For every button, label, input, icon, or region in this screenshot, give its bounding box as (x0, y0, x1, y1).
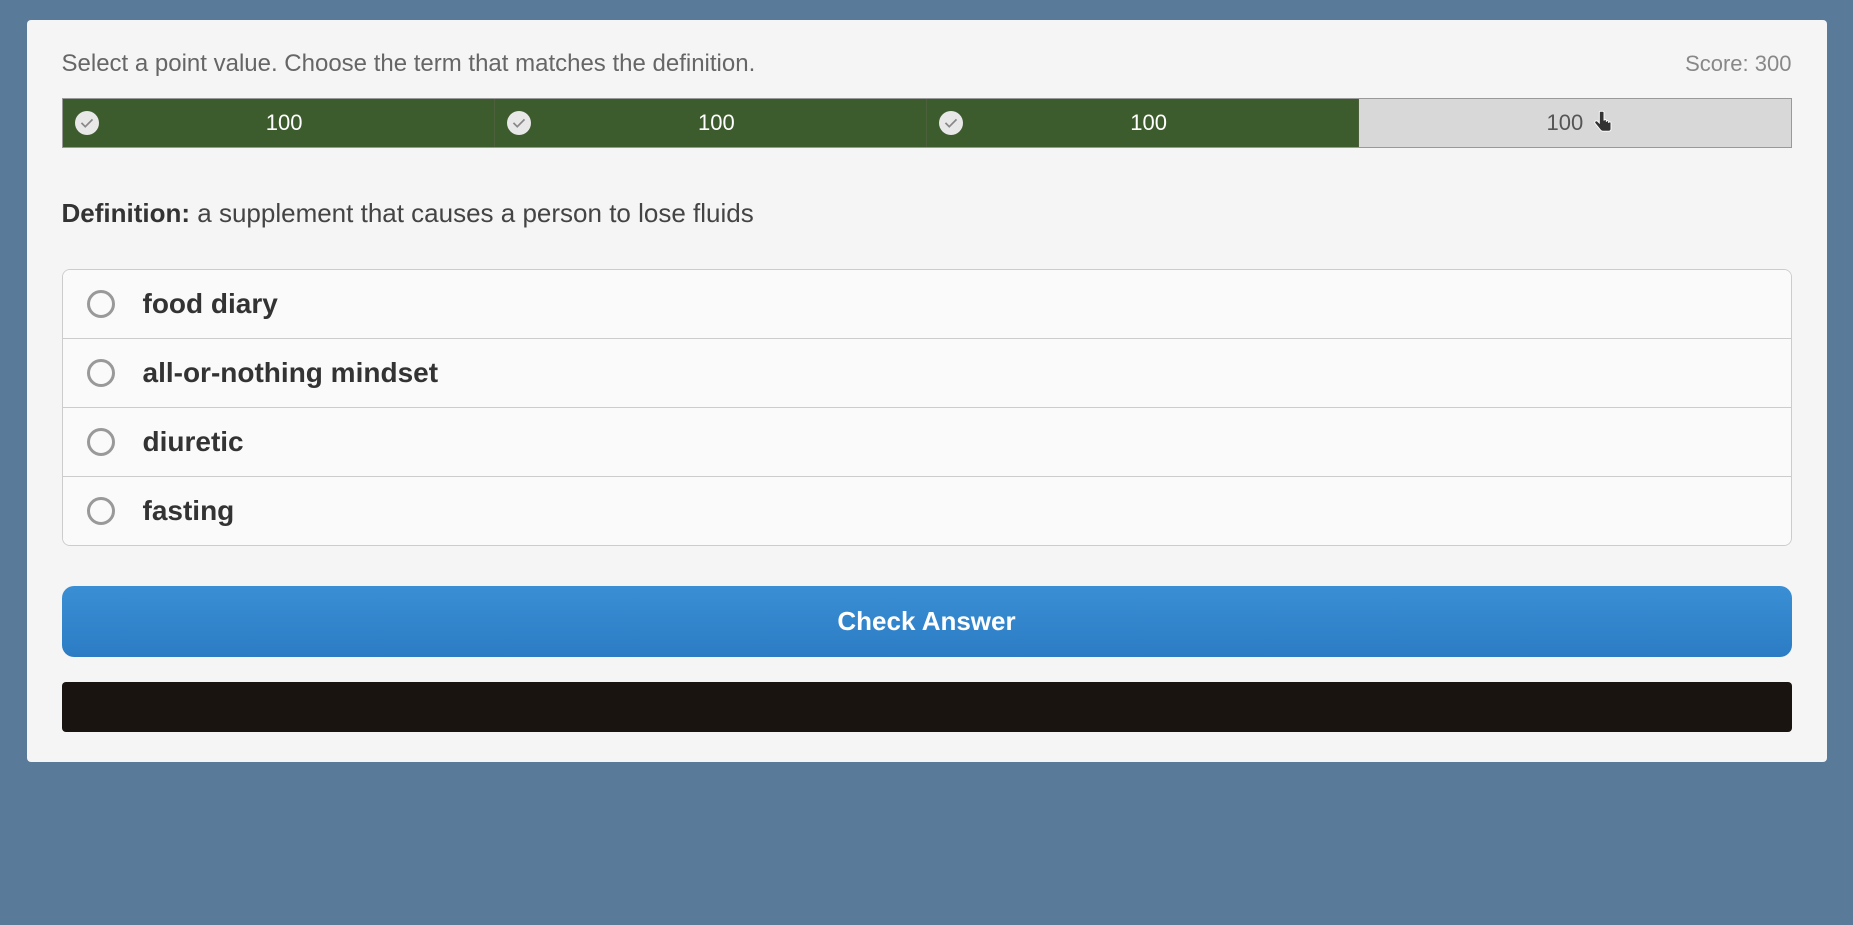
point-cell-1[interactable]: 100 (63, 99, 495, 147)
answer-label: all-or-nothing mindset (143, 357, 439, 389)
point-value-label: 100 (107, 110, 494, 136)
score-label: Score: (1685, 51, 1749, 76)
answer-label: food diary (143, 288, 278, 320)
definition-text: a supplement that causes a person to los… (197, 198, 753, 228)
answer-option-food-diary[interactable]: food diary (63, 270, 1791, 339)
point-value-label: 100 (971, 110, 1358, 136)
point-value-bar: 100 100 100 100 (62, 98, 1792, 148)
quiz-container: Select a point value. Choose the term th… (27, 20, 1827, 762)
answer-list: food diary all-or-nothing mindset diuret… (62, 269, 1792, 546)
definition-row: Definition: a supplement that causes a p… (62, 198, 1792, 229)
definition-label: Definition: (62, 198, 191, 228)
check-icon (75, 111, 99, 135)
answer-option-fasting[interactable]: fasting (63, 477, 1791, 545)
radio-icon (87, 497, 115, 525)
header-row: Select a point value. Choose the term th… (62, 50, 1792, 78)
bottom-bar (62, 682, 1792, 732)
instructions-text: Select a point value. Choose the term th… (62, 50, 756, 78)
check-icon (939, 111, 963, 135)
point-cell-2[interactable]: 100 (495, 99, 927, 147)
answer-label: diuretic (143, 426, 244, 458)
point-cell-3[interactable]: 100 (927, 99, 1359, 147)
check-answer-button[interactable]: Check Answer (62, 586, 1792, 657)
score-value: 300 (1755, 51, 1792, 76)
radio-icon (87, 359, 115, 387)
radio-icon (87, 290, 115, 318)
answer-option-all-or-nothing[interactable]: all-or-nothing mindset (63, 339, 1791, 408)
check-icon (507, 111, 531, 135)
answer-label: fasting (143, 495, 235, 527)
radio-icon (87, 428, 115, 456)
point-cell-4[interactable]: 100 (1359, 99, 1790, 147)
cursor-hand-icon (1590, 109, 1618, 137)
score-display: Score: 300 (1685, 51, 1791, 77)
answer-option-diuretic[interactable]: diuretic (63, 408, 1791, 477)
point-value-label: 100 (539, 110, 926, 136)
point-value-label: 100 (1371, 110, 1790, 136)
